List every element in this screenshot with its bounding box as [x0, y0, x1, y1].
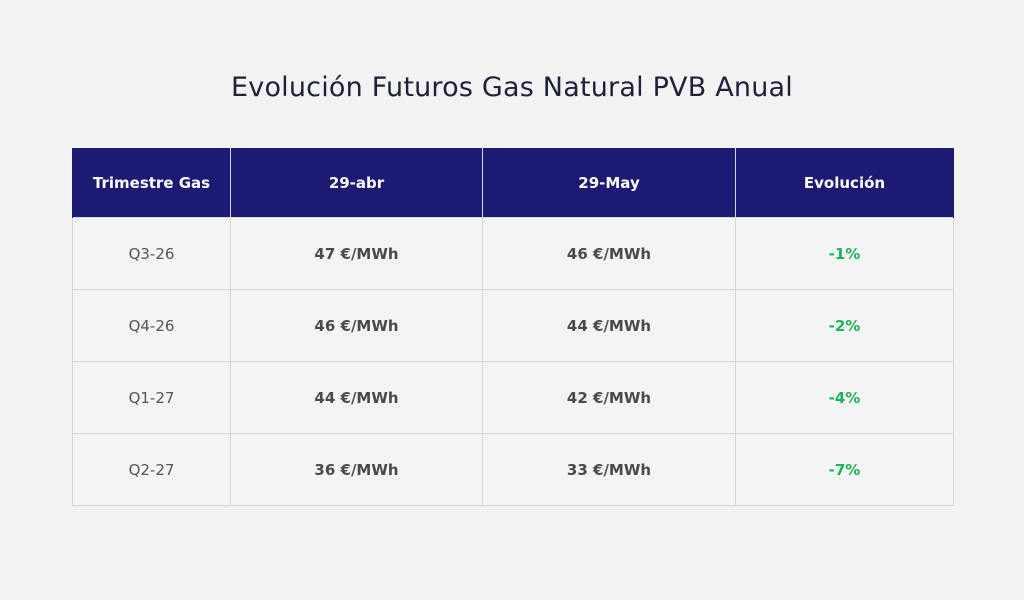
quarter-cell: Q3-26	[72, 217, 231, 290]
price-abr-cell: 46 €/MWh	[230, 289, 483, 362]
price-abr-cell: 47 €/MWh	[230, 217, 483, 290]
change-cell: -7%	[735, 433, 954, 506]
quarter-cell: Q2-27	[72, 433, 231, 506]
gas-futures-table: Trimestre Gas 29-abr 29-May Evolución Q3…	[72, 148, 954, 506]
page-title: Evolución Futuros Gas Natural PVB Anual	[231, 72, 793, 103]
price-abr-cell: 44 €/MWh	[230, 361, 483, 434]
price-abr-cell: 36 €/MWh	[230, 433, 483, 506]
table-row: Q2-27 36 €/MWh 33 €/MWh -7%	[72, 433, 954, 506]
table-row: Q1-27 44 €/MWh 42 €/MWh -4%	[72, 361, 954, 434]
table-header: Trimestre Gas 29-abr 29-May Evolución	[72, 148, 954, 218]
table-row: Q3-26 47 €/MWh 46 €/MWh -1%	[72, 217, 954, 290]
quarter-cell: Q1-27	[72, 361, 231, 434]
header-trimestre-gas: Trimestre Gas	[72, 148, 231, 218]
gas-futures-table-container: Trimestre Gas 29-abr 29-May Evolución Q3…	[72, 148, 954, 506]
change-cell: -1%	[735, 217, 954, 290]
change-cell: -2%	[735, 289, 954, 362]
header-evolucion: Evolución	[735, 148, 954, 218]
change-cell: -4%	[735, 361, 954, 434]
header-29-abr: 29-abr	[230, 148, 483, 218]
price-may-cell: 44 €/MWh	[482, 289, 736, 362]
price-may-cell: 33 €/MWh	[482, 433, 736, 506]
quarter-cell: Q4-26	[72, 289, 231, 362]
header-row: Trimestre Gas 29-abr 29-May Evolución	[72, 148, 954, 218]
price-may-cell: 42 €/MWh	[482, 361, 736, 434]
table-row: Q4-26 46 €/MWh 44 €/MWh -2%	[72, 289, 954, 362]
header-29-may: 29-May	[482, 148, 736, 218]
table-body: Q3-26 47 €/MWh 46 €/MWh -1% Q4-26 46 €/M…	[72, 217, 954, 506]
price-may-cell: 46 €/MWh	[482, 217, 736, 290]
